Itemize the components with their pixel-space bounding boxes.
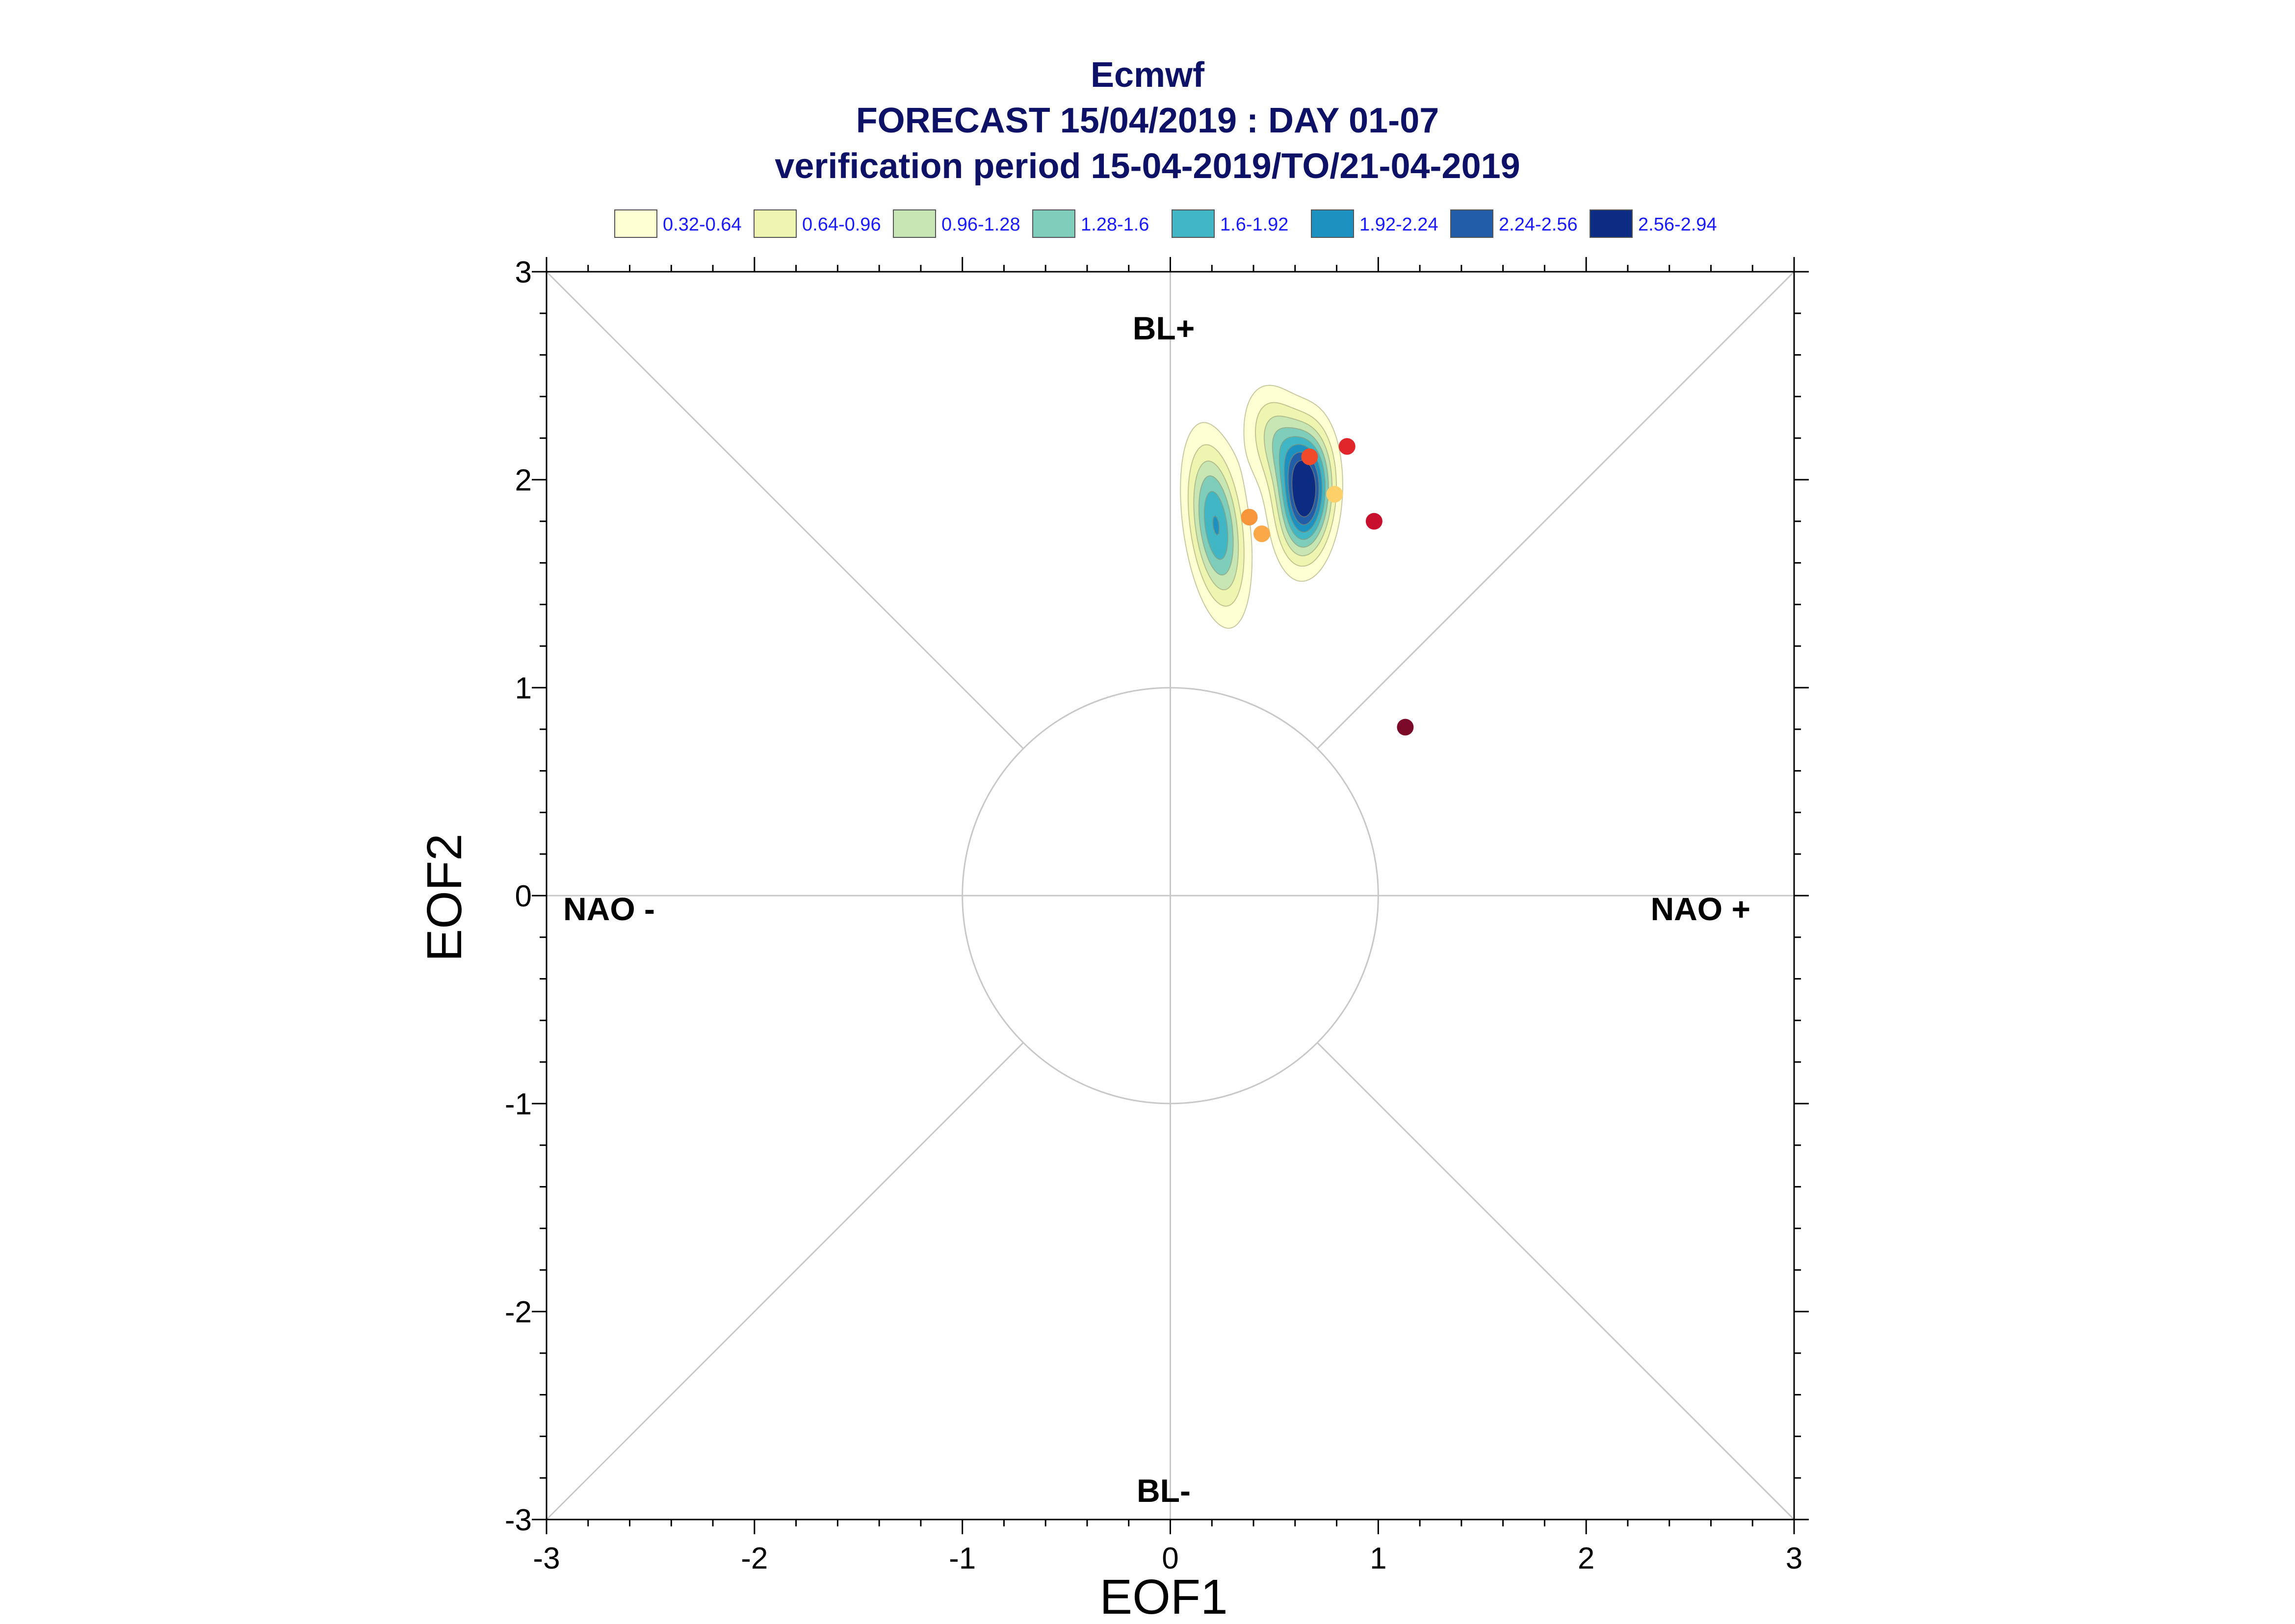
forecast-point: [1338, 438, 1356, 455]
legend-label: 2.56-2.94: [1638, 214, 1717, 235]
density-contour-line: [1187, 402, 1337, 607]
legend-swatch: [614, 209, 657, 238]
diagonal-line: [1317, 271, 1795, 749]
y-axis-title: EOF2: [417, 833, 472, 961]
y-tick-label: -2: [505, 1295, 532, 1329]
x-tick-label: -2: [741, 1542, 768, 1575]
x-tick-label: 2: [1578, 1542, 1594, 1575]
legend-label: 1.28-1.6: [1081, 214, 1149, 235]
legend-label: 0.96-1.28: [941, 214, 1020, 235]
forecast-point: [1365, 513, 1382, 530]
legend-swatch: [1450, 209, 1493, 238]
x-tick-label: 3: [1786, 1542, 1802, 1575]
legend-swatch: [1172, 209, 1215, 238]
density-contour-line: [1287, 451, 1320, 525]
legend-label: 1.6-1.92: [1220, 214, 1288, 235]
unit-circle: [962, 687, 1379, 1105]
regime-label-right: NAO +: [1650, 891, 1750, 927]
chart-subtitle: FORECAST 15/04/2019 : DAY 01-07: [856, 101, 1439, 140]
forecast-points: [1241, 438, 1414, 736]
regime-label-top: BL+: [1133, 310, 1195, 346]
legend: 0.32-0.64 0.64-0.96 0.96-1.28 1.28-1.6 1.6-1…: [614, 209, 1717, 238]
density-contour-line: [1198, 427, 1329, 576]
legend-label: 0.64-0.96: [802, 214, 881, 235]
y-tick-label: 3: [515, 256, 532, 289]
diagonal-line: [546, 271, 1024, 749]
forecast-point: [1241, 509, 1258, 526]
diagonal-line: [1317, 1042, 1795, 1521]
regime-guides: [546, 271, 1795, 1521]
legend-label: 2.24-2.56: [1499, 214, 1578, 235]
x-tick-label: -3: [533, 1542, 560, 1575]
y-tick-label: 0: [515, 879, 532, 913]
density-contour-line: [1180, 385, 1343, 629]
y-tick-label: -1: [505, 1087, 532, 1121]
chart-title: Ecmwf: [1091, 55, 1205, 95]
legend-swatch: [1311, 209, 1354, 238]
plot-area: -3 -2 -1 0 1 2 3 -3 -2 -1 0 1 2 3: [505, 256, 1809, 1575]
chart-subtitle-2: verification period 15-04-2019/TO/21-04-…: [775, 147, 1520, 186]
x-tick-label: -1: [949, 1542, 976, 1575]
legend-swatch: [1590, 209, 1633, 238]
regime-label-left: NAO -: [563, 891, 655, 927]
density-contour-line: [1203, 436, 1326, 560]
legend-swatch: [1032, 209, 1075, 238]
y-tick-label: -3: [505, 1503, 532, 1537]
density-contour-line: [1212, 444, 1323, 536]
diagonal-line: [546, 1042, 1024, 1521]
forecast-point: [1253, 525, 1270, 542]
x-tick-label: 1: [1370, 1542, 1386, 1575]
legend-label: 0.32-0.64: [663, 214, 742, 235]
regime-label-bottom: BL-: [1137, 1472, 1191, 1509]
y-tick-label: 1: [515, 671, 532, 705]
forecast-point: [1301, 448, 1318, 465]
legend-label: 1.92-2.24: [1359, 214, 1438, 235]
x-axis-title: EOF1: [1099, 1570, 1227, 1624]
y-tick-label: 2: [515, 464, 532, 497]
density-contours: [1180, 385, 1343, 629]
forecast-point: [1326, 486, 1343, 503]
legend-swatch: [893, 209, 936, 238]
x-tick-label: 0: [1162, 1542, 1178, 1575]
legend-swatch: [754, 209, 797, 238]
forecast-point: [1397, 719, 1414, 736]
axes: -3 -2 -1 0 1 2 3 -3 -2 -1 0 1 2 3: [505, 256, 1809, 1575]
